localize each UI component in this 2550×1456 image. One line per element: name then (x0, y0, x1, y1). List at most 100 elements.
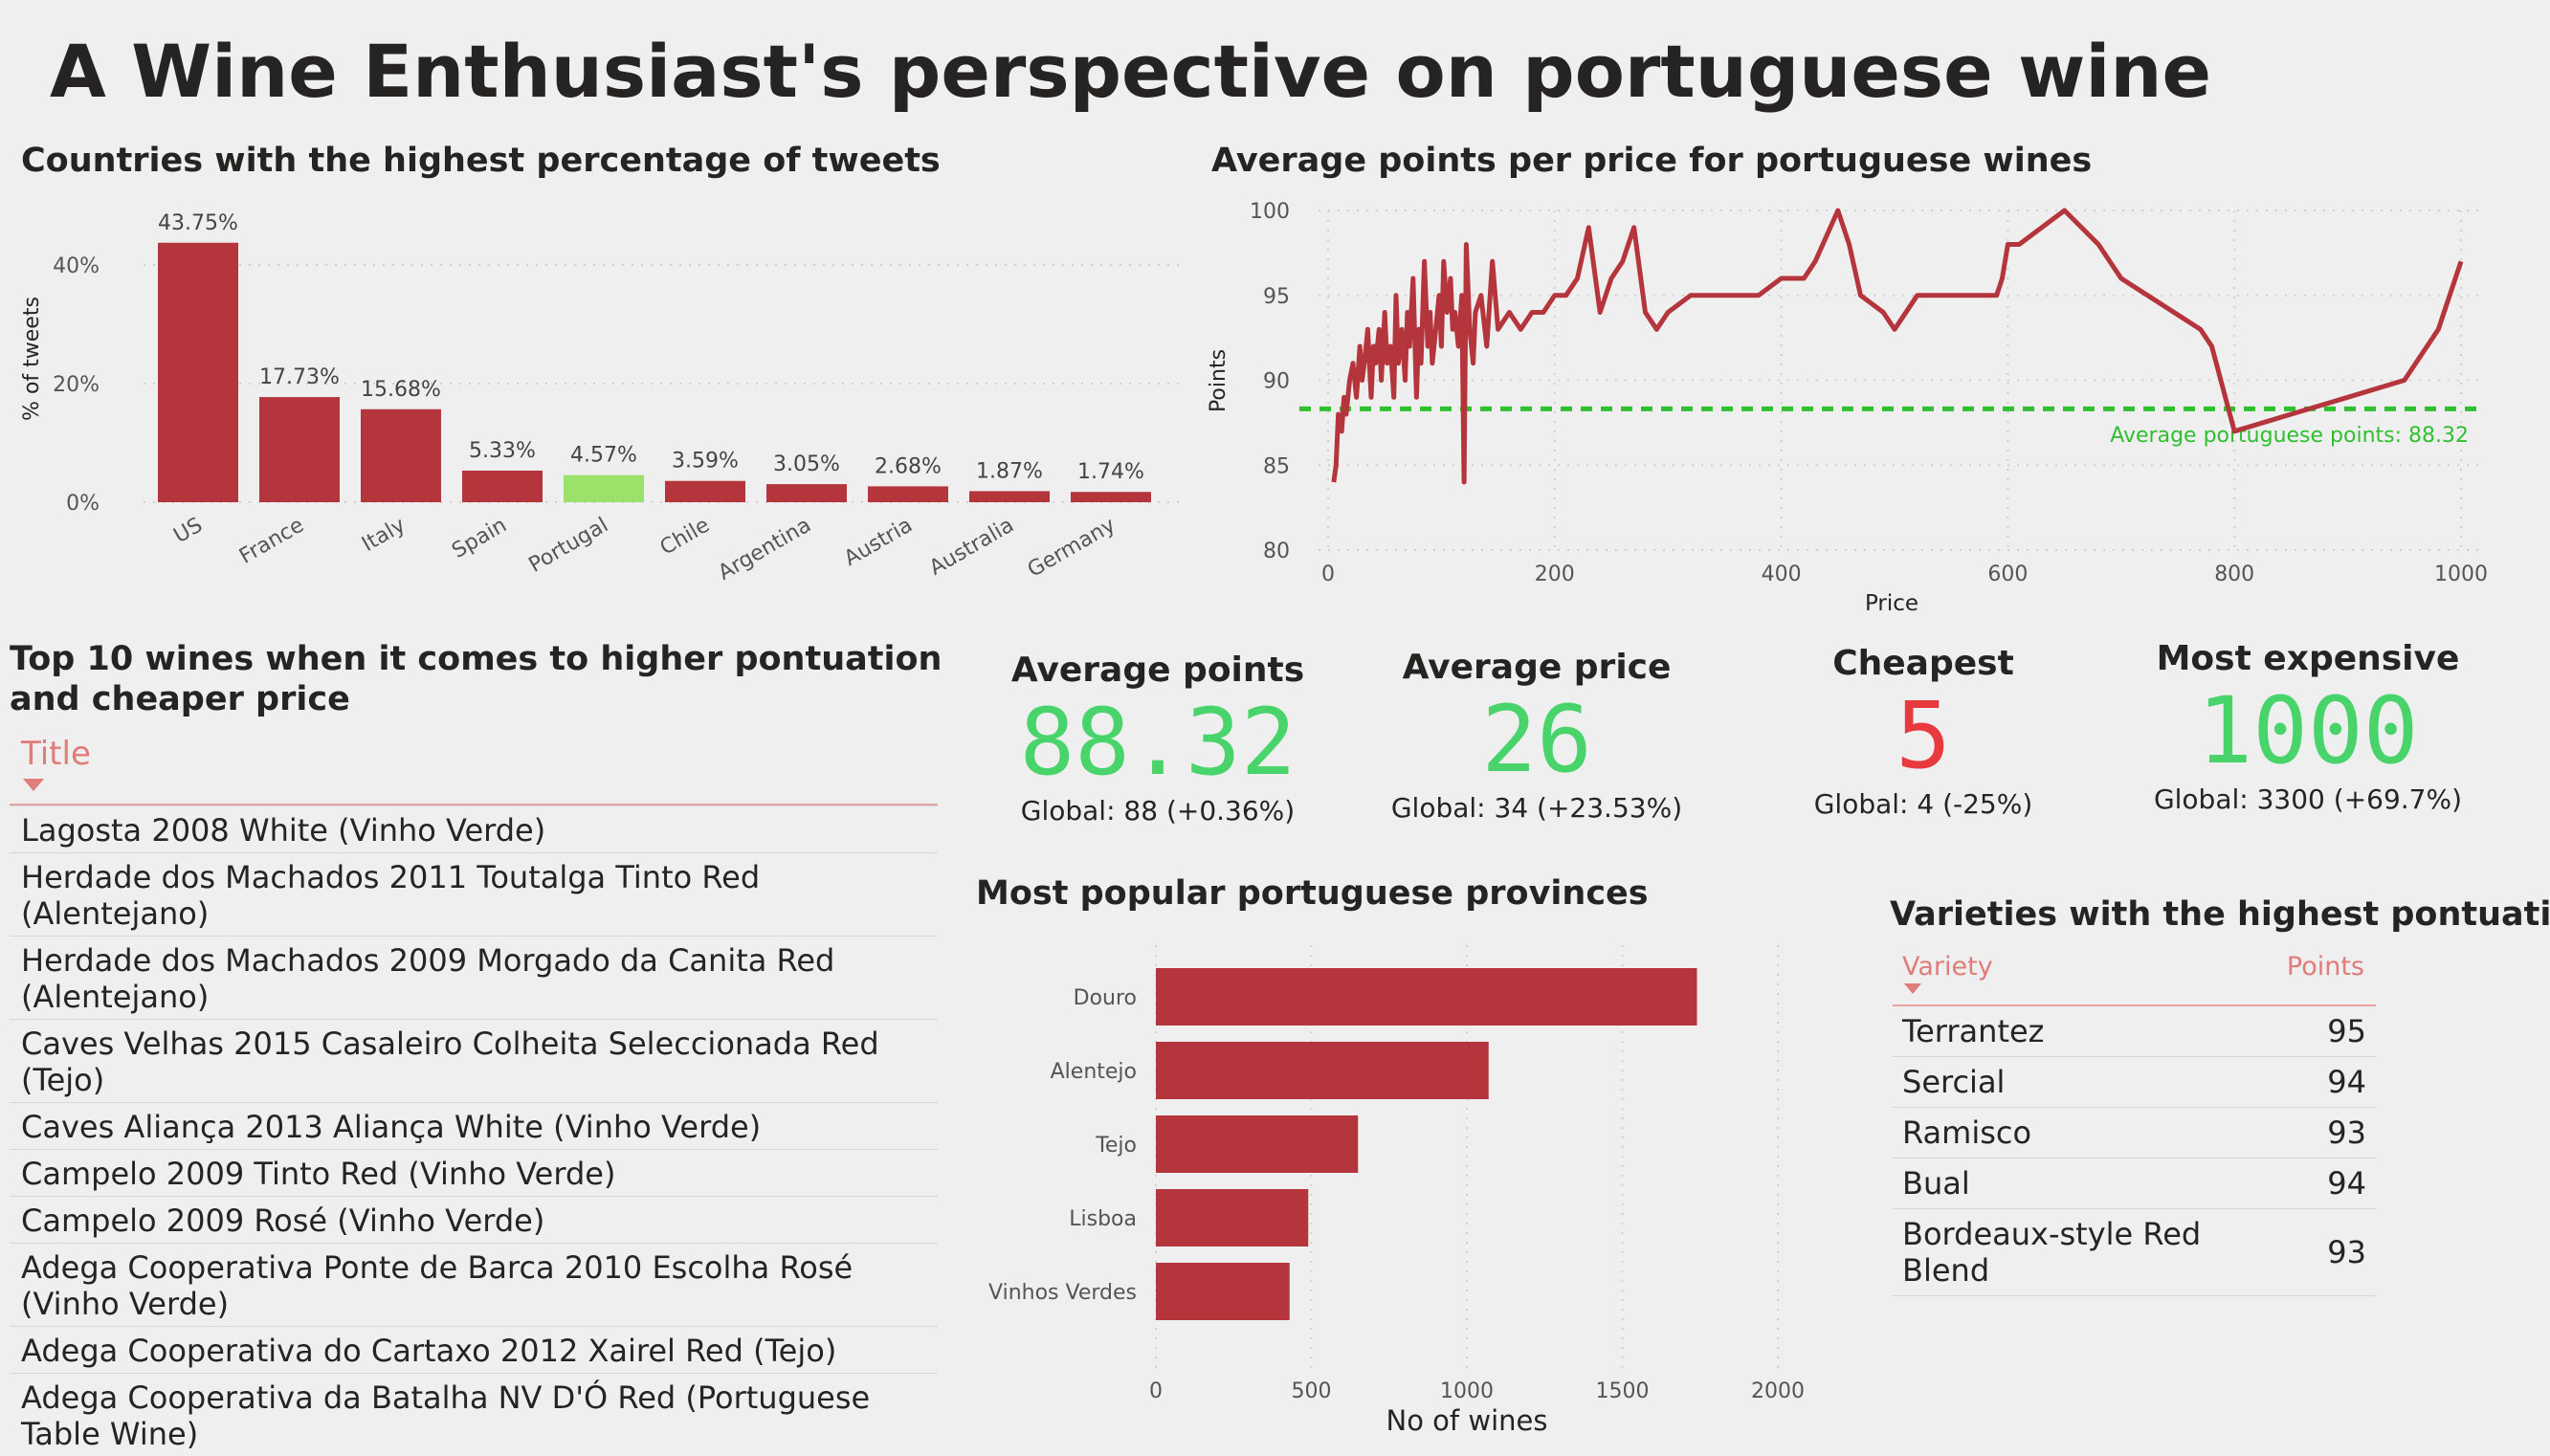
table-row[interactable]: Caves Velhas 2015 Casaleiro Colheita Sel… (10, 1020, 938, 1103)
variety-cell: Terrantez (1893, 1006, 2271, 1057)
points-cell: 94 (2271, 1158, 2376, 1209)
y-tick-label: 100 (1250, 200, 1290, 224)
x-tick-label: 0 (1149, 1379, 1163, 1403)
x-tick-label: 1000 (2434, 563, 2488, 586)
variety-cell: Sercial (1893, 1057, 2271, 1108)
varieties-header: Variety Points (1893, 947, 2376, 1006)
points-cell: 95 (2271, 1006, 2376, 1057)
x-tick-label: Argentina (715, 514, 815, 585)
table-row[interactable]: Campelo 2009 Tinto Red (Vinho Verde) (10, 1150, 938, 1197)
column-header-variety[interactable]: Variety (1902, 952, 1993, 982)
varieties-title: Varieties with the highest pontuation (1890, 895, 2550, 934)
bar-douro (1156, 968, 1697, 1026)
table-row[interactable]: Herdade dos Machados 2009 Morgado da Can… (10, 937, 938, 1020)
card-value: 1000 (2117, 678, 2499, 783)
points-price-chart-title: Average points per price for portuguese … (1211, 142, 2092, 180)
card-global: Global: 34 (+23.53%) (1345, 792, 1728, 824)
wine-title-cell: Herdade dos Machados 2009 Morgado da Can… (10, 937, 938, 1020)
y-tick-label: Alentejo (1051, 1060, 1137, 1084)
x-axis-label: Price (1865, 591, 1918, 616)
card-value: 88.32 (966, 690, 1349, 795)
bar-spain (462, 471, 543, 502)
data-label: 1.74% (1077, 460, 1144, 484)
wine-title-cell: Campelo 2009 Rosé (Vinho Verde) (10, 1197, 938, 1244)
x-tick-label: US (169, 514, 207, 549)
column-header-points[interactable]: Points (2287, 952, 2364, 982)
sort-desc-icon[interactable] (23, 779, 44, 791)
page-title: A Wine Enthusiast's perspective on portu… (50, 29, 2211, 114)
data-label: 43.75% (158, 211, 238, 235)
points-cell: 94 (2271, 1057, 2376, 1108)
x-tick-label: France (235, 514, 308, 569)
data-label: 17.73% (259, 365, 340, 389)
y-tick-label: 95 (1263, 285, 1290, 309)
x-tick-label: Chile (656, 514, 714, 561)
top-wines-header: Title (10, 735, 938, 805)
table-row[interactable]: Adega Cooperativa Ponte de Barca 2010 Es… (10, 1244, 938, 1327)
card-label: Average price (1345, 648, 1728, 687)
wine-title-cell: Adega Cooperativa da Batalha NV D'Ó Red … (10, 1374, 938, 1456)
bar-argentina (766, 484, 847, 502)
data-label: 2.68% (875, 454, 942, 478)
countries-chart-title: Countries with the highest percentage of… (21, 142, 941, 180)
table-row[interactable]: Adega Cooperativa do Cartaxo 2012 Xairel… (10, 1327, 938, 1374)
x-tick-label: 800 (2214, 563, 2254, 586)
sort-desc-icon[interactable] (1904, 983, 1921, 994)
table-row[interactable]: Caves Aliança 2013 Aliança White (Vinho … (10, 1103, 938, 1150)
table-row[interactable]: Campelo 2009 Rosé (Vinho Verde) (10, 1197, 938, 1244)
data-label: 4.57% (570, 444, 637, 468)
bar-australia (969, 491, 1050, 502)
card-value: 5 (1732, 683, 2115, 788)
bar-chile (665, 481, 745, 502)
wine-title-cell: Adega Cooperativa do Cartaxo 2012 Xairel… (10, 1327, 938, 1374)
x-tick-label: Australia (925, 514, 1018, 581)
x-tick-label: 600 (1987, 563, 2028, 586)
wine-title-cell: Herdade dos Machados 2011 Toutalga Tinto… (10, 853, 938, 937)
card-global: Global: 3300 (+69.7%) (2117, 783, 2499, 815)
reference-line-label: Average portuguese points: 88.32 (2110, 424, 2469, 448)
x-tick-label: Spain (448, 514, 511, 563)
variety-cell: Ramisco (1893, 1108, 2271, 1158)
table-row[interactable]: Herdade dos Machados 2011 Toutalga Tinto… (10, 853, 938, 937)
x-tick-label: 2000 (1751, 1379, 1805, 1403)
bar-portugal (564, 475, 644, 502)
y-axis-label: % of tweets (20, 297, 44, 421)
column-header-title[interactable]: Title (21, 735, 91, 773)
wine-title-cell: Adega Cooperativa Ponte de Barca 2010 Es… (10, 1244, 938, 1327)
x-tick-label: 1000 (1440, 1379, 1494, 1403)
bar-us (158, 243, 238, 502)
bar-italy (361, 409, 441, 502)
card-cheapest: Cheapest 5 Global: 4 (-25%) (1732, 644, 2115, 820)
points-cell: 93 (2271, 1108, 2376, 1158)
card-value: 26 (1345, 687, 1728, 792)
y-tick-label: 85 (1263, 454, 1290, 478)
wine-title-cell: Caves Aliança 2013 Aliança White (Vinho … (10, 1103, 938, 1150)
y-tick-label: 80 (1263, 540, 1290, 563)
data-label: 15.68% (361, 378, 441, 402)
provinces-chart-title: Most popular portuguese provinces (976, 874, 1649, 913)
data-label: 1.87% (976, 459, 1043, 483)
top-wines-title: Top 10 wines when it comes to higher pon… (10, 639, 957, 719)
variety-cell: Bordeaux-style Red Blend (1893, 1209, 2271, 1296)
y-axis-label: Points (1207, 349, 1231, 412)
data-label: 5.33% (469, 439, 536, 463)
table-row[interactable]: Adega Cooperativa da Batalha NV D'Ó Red … (10, 1374, 938, 1456)
table-row[interactable]: Lagosta 2008 White (Vinho Verde) (10, 806, 938, 853)
card-average-price: Average price 26 Global: 34 (+23.53%) (1345, 648, 1728, 824)
wine-title-cell: Lagosta 2008 White (Vinho Verde) (10, 806, 938, 853)
x-tick-label: 400 (1762, 563, 1802, 586)
x-tick-label: 1500 (1596, 1379, 1650, 1403)
y-tick-label: Douro (1074, 986, 1137, 1010)
bar-france (259, 397, 340, 502)
y-tick-label: Lisboa (1069, 1207, 1137, 1231)
points-cell: 93 (2271, 1209, 2376, 1296)
data-label: 3.05% (773, 452, 840, 476)
